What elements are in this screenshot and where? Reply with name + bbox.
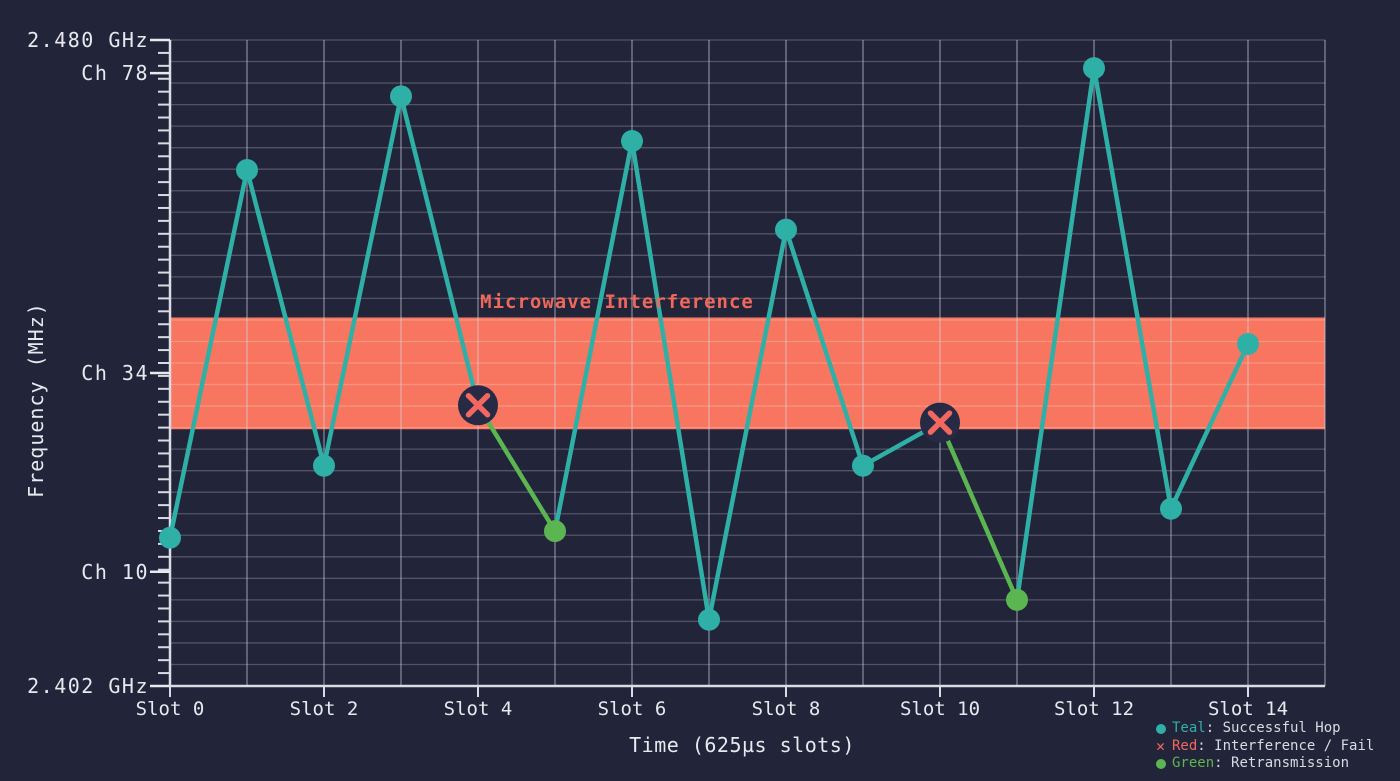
hop-segment-1-2 xyxy=(244,167,327,468)
legend-term: Red xyxy=(1172,737,1198,754)
legend-item-interference-fail: ✕ Red: Interference / Fail xyxy=(1156,738,1374,756)
y-axis-title: Frequency (MHz) xyxy=(24,302,48,498)
hop-marker-success-slot-1 xyxy=(236,159,258,182)
hop-segment-13-14 xyxy=(1168,341,1251,512)
x-tick-label: Slot 12 xyxy=(1053,698,1135,720)
hop-segment-6-7 xyxy=(629,138,712,622)
legend: Teal: Successful Hop ✕ Red: Interference… xyxy=(1156,720,1374,773)
hop-segment-12-13 xyxy=(1091,65,1174,512)
hop-marker-success-slot-6 xyxy=(621,130,643,153)
legend-term: Teal xyxy=(1172,720,1206,736)
x-axis-title: Time (625µs slots) xyxy=(629,733,855,757)
hop-segment-10-11 xyxy=(937,420,1020,603)
legend-item-successful-hop: Teal: Successful Hop xyxy=(1156,720,1374,738)
x-tick-label: Slot 2 xyxy=(289,698,359,720)
hop-marker-fail-x-slot-10 xyxy=(927,410,953,435)
interference-band xyxy=(170,317,1325,430)
x-tick-label: Slot 6 xyxy=(597,698,667,720)
x-tick-label: Slot 10 xyxy=(899,698,981,720)
hop-marker-success-slot-9 xyxy=(852,454,874,477)
legend-desc: : Successful Hop xyxy=(1205,720,1341,736)
x-tick-label: Slot 8 xyxy=(751,698,821,720)
hop-segment-0-1 xyxy=(167,167,250,541)
green-dot-icon xyxy=(1156,758,1172,769)
hop-segment-11-12 xyxy=(1014,65,1097,603)
x-tick-label: Slot 4 xyxy=(443,698,513,720)
hop-marker-success-slot-2 xyxy=(313,454,335,477)
interference-band-label: Microwave Interference xyxy=(480,291,754,313)
red-x-icon: ✕ xyxy=(1156,737,1166,756)
hop-marker-success-slot-14 xyxy=(1237,332,1259,355)
legend-desc: : Retransmission xyxy=(1214,755,1350,771)
hop-marker-success-slot-3 xyxy=(390,85,412,108)
y-tick-label: 2.402 GHz xyxy=(27,674,149,698)
legend-term: Green xyxy=(1172,755,1215,771)
hop-segment-8-9 xyxy=(783,227,866,468)
legend-desc: : Interference / Fail xyxy=(1197,737,1375,754)
y-tick-label: Ch 34 xyxy=(81,360,149,385)
y-tick-label: 2.480 GHz xyxy=(27,28,149,52)
hop-marker-retransmission-slot-11 xyxy=(1006,588,1028,611)
hop-segment-7-8 xyxy=(706,227,789,622)
hop-marker-fail-x-slot-4 xyxy=(465,392,491,418)
hop-marker-success-slot-12 xyxy=(1083,57,1105,80)
y-tick-label: Ch 10 xyxy=(81,559,149,584)
hop-marker-success-slot-0 xyxy=(159,526,181,549)
x-tick-label: Slot 0 xyxy=(135,698,205,720)
teal-dot-icon xyxy=(1156,723,1172,734)
hop-segment-5-6 xyxy=(552,138,635,534)
hop-segment-3-4 xyxy=(398,94,481,408)
hop-marker-success-slot-7 xyxy=(698,608,720,631)
hop-marker-retransmission-slot-5 xyxy=(544,520,566,543)
hop-segment-4-5 xyxy=(475,402,558,534)
hop-marker-success-slot-8 xyxy=(775,218,797,241)
hop-marker-success-slot-13 xyxy=(1160,497,1182,520)
legend-item-retransmission: Green: Retransmission xyxy=(1156,755,1374,773)
x-tick-label: Slot 14 xyxy=(1207,698,1289,720)
hop-segment-2-3 xyxy=(321,94,404,468)
y-tick-label: Ch 78 xyxy=(81,61,149,86)
